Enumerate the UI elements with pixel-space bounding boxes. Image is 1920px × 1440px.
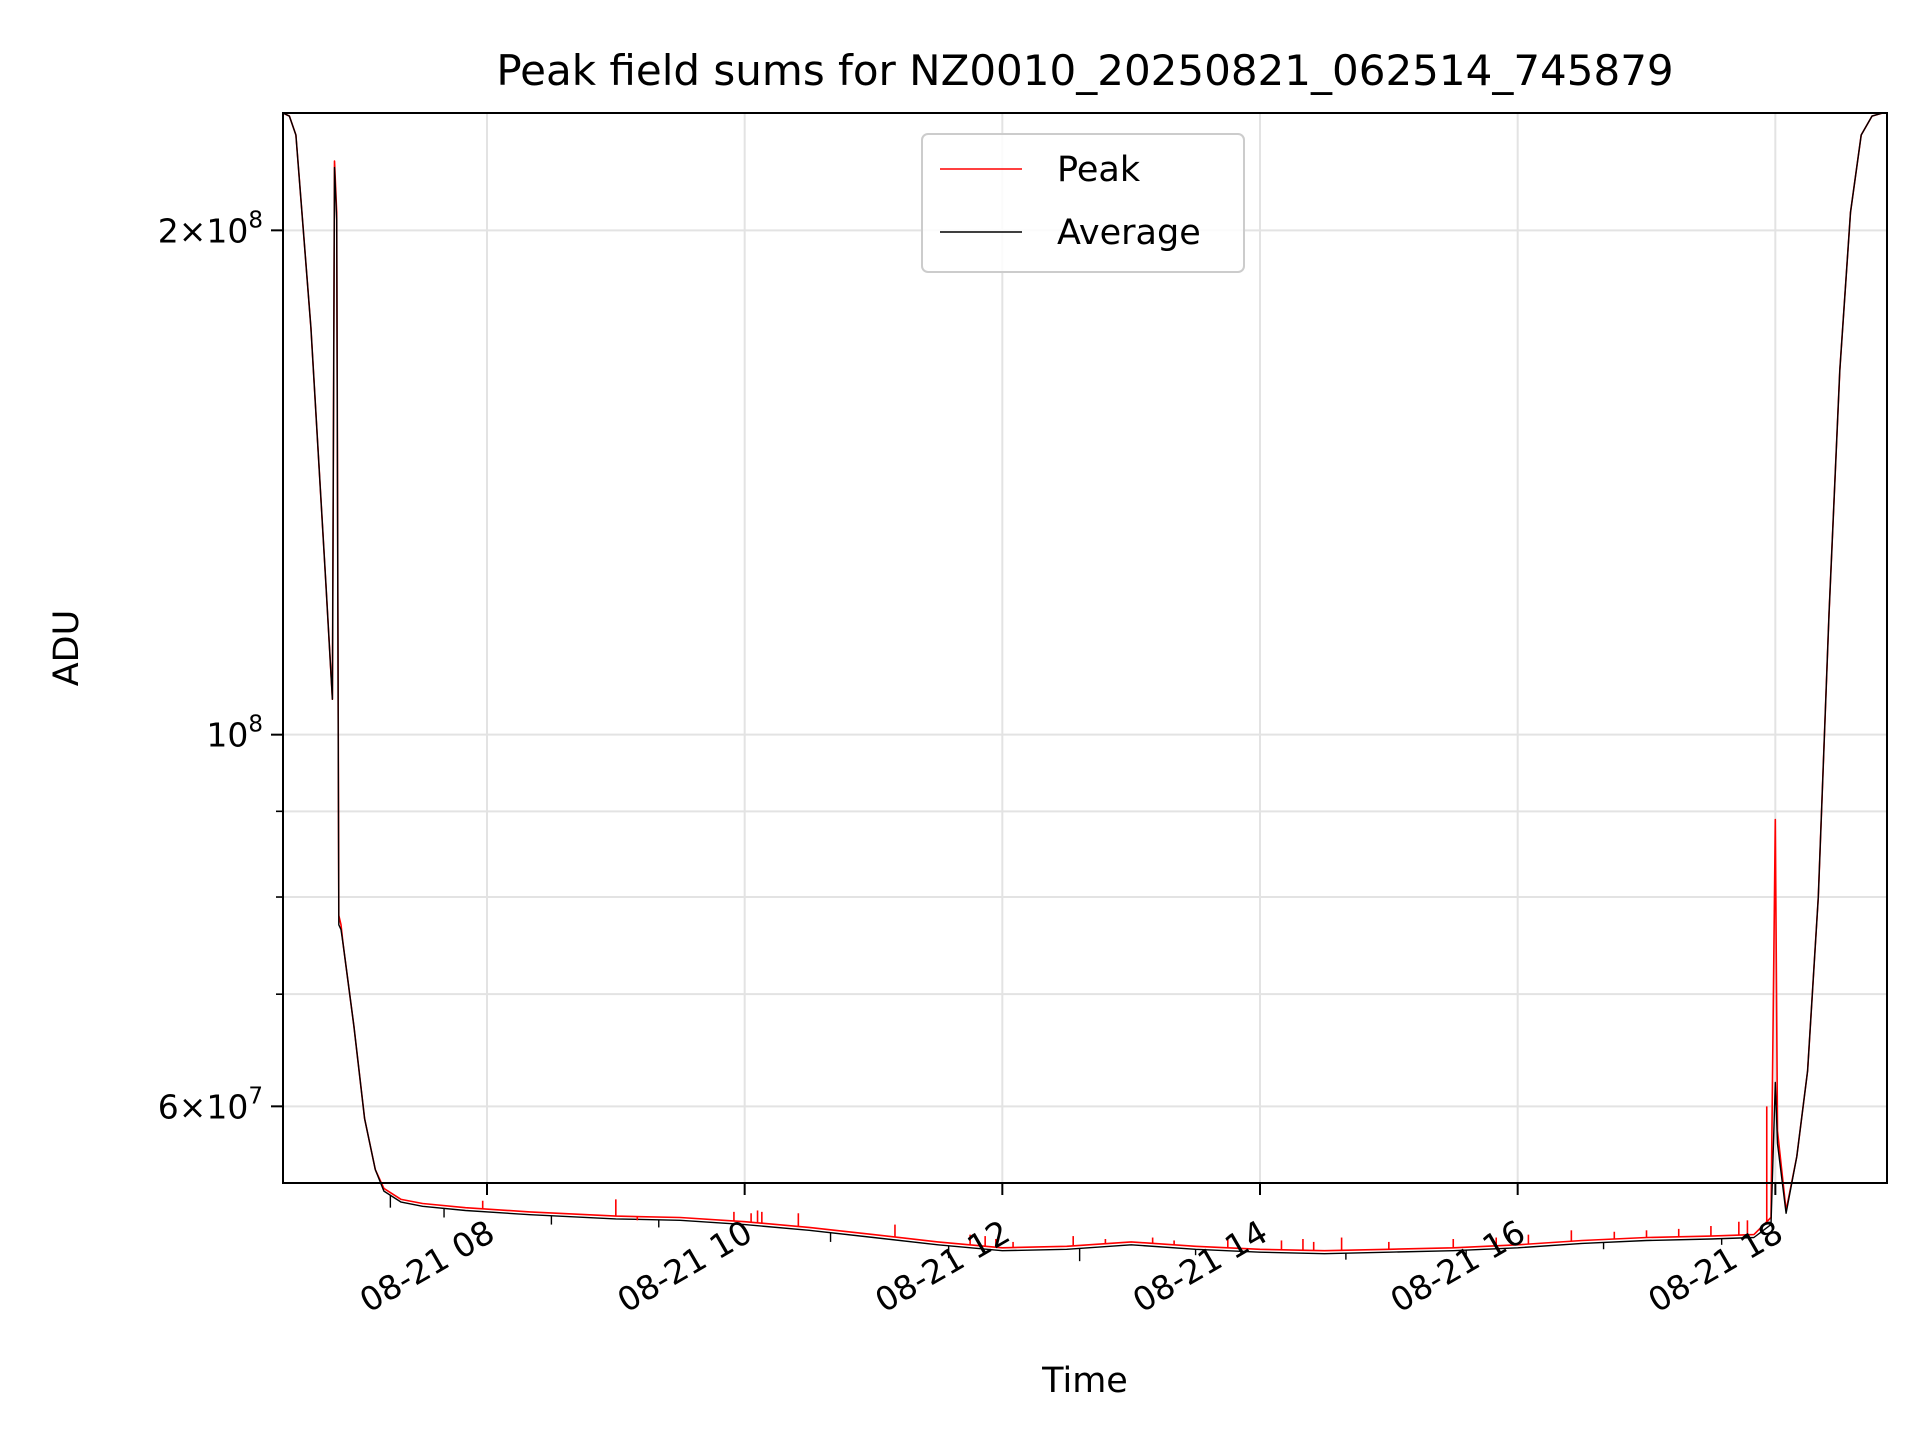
y-tick-label: 6×107 (158, 1083, 263, 1126)
legend-label-average: Average (1057, 213, 1201, 253)
plot-frame (282, 112, 1888, 1184)
y-tick-label: 108 (206, 712, 263, 755)
series-layer (282, 112, 1887, 1262)
y-axis-label: ADU (47, 610, 87, 687)
series-average-line (282, 112, 1887, 1255)
chart-title: Peak field sums for NZ0010_20250821_0625… (496, 46, 1673, 95)
legend-label-peak: Peak (1057, 150, 1141, 190)
y-tick-label: 2×108 (158, 207, 263, 250)
x-axis-label: Time (1041, 1361, 1128, 1401)
legend: Peak Average (921, 133, 1245, 273)
